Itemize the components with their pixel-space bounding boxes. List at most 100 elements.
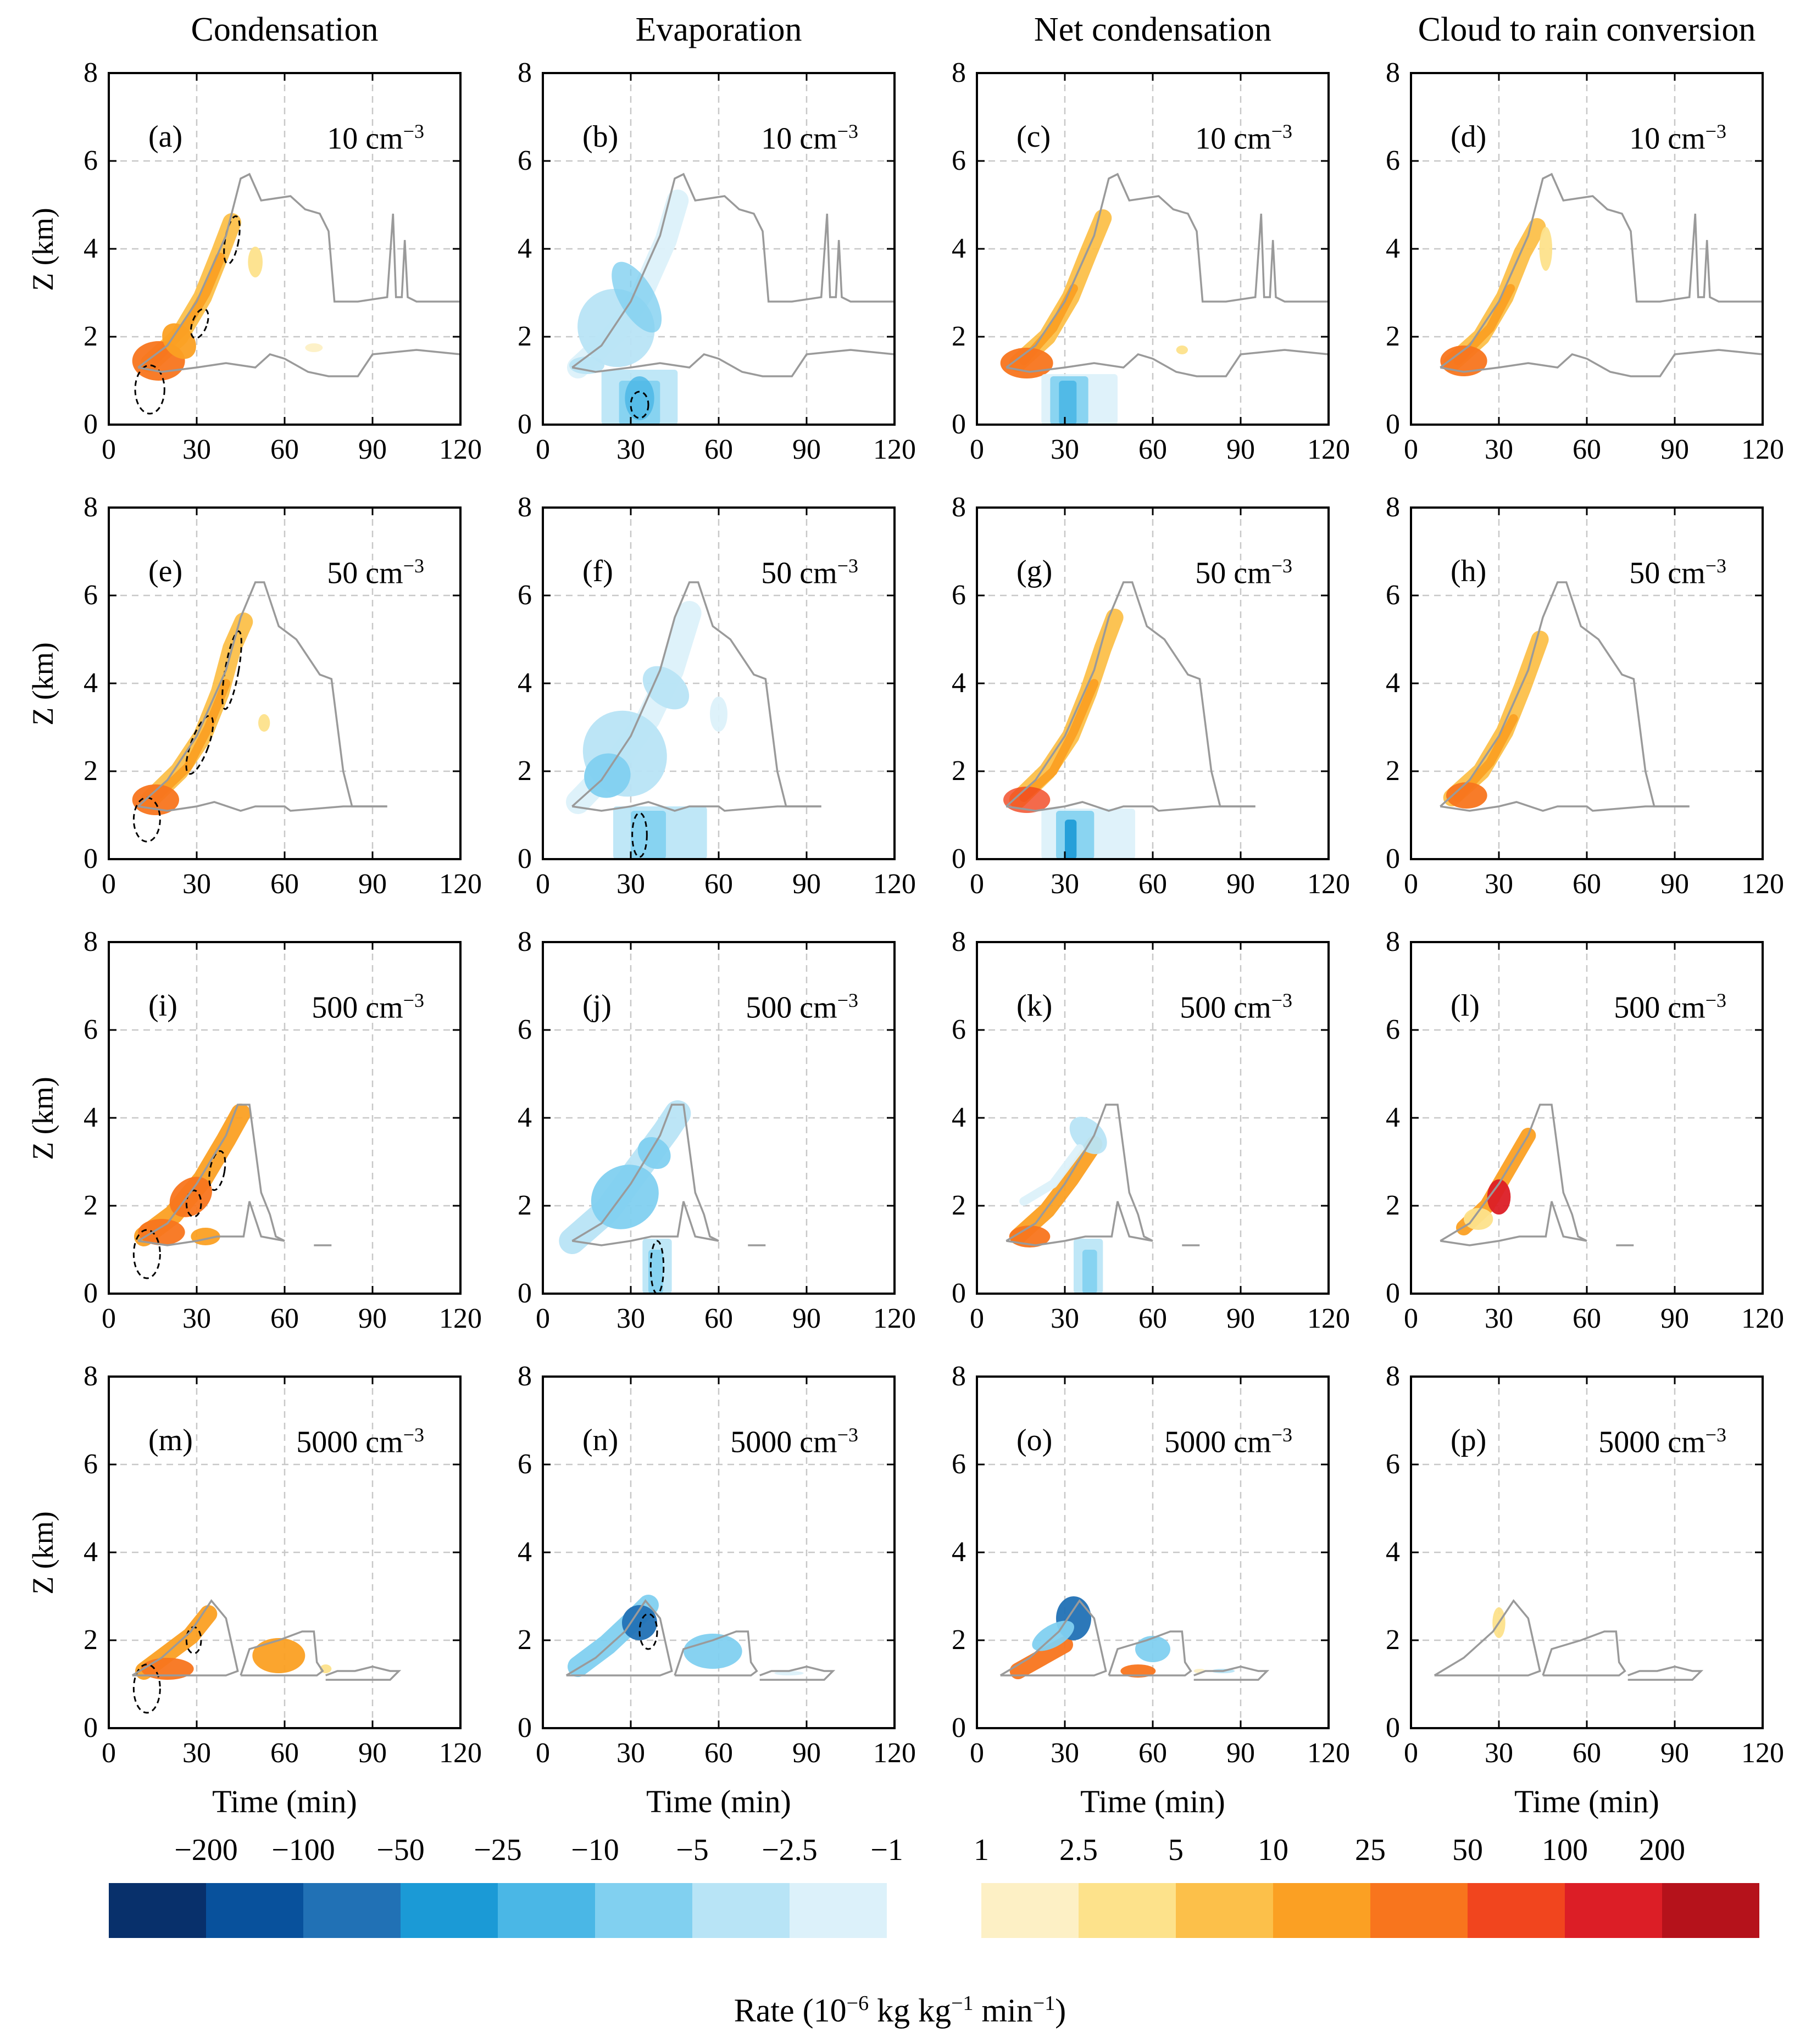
x-tick-label: 60 xyxy=(270,434,299,465)
rate-contour xyxy=(622,1605,657,1640)
y-tick-label: 6 xyxy=(518,1014,532,1045)
dashed-contour xyxy=(221,630,242,710)
rate-band xyxy=(1443,218,1546,372)
plot-area xyxy=(109,942,460,1294)
x-tick-label: 0 xyxy=(102,1737,116,1769)
x-tick-label: 90 xyxy=(792,434,821,465)
y-tick-label: 6 xyxy=(952,1449,966,1480)
cloud-top-line xyxy=(571,172,895,369)
y-tick-label: 4 xyxy=(952,667,966,699)
ccn-label: 5000 cm−3 xyxy=(1164,1424,1292,1460)
panel-i: 0 2 4 6 8 0 30 60 90 120 (i) 500 cm−3 Z (km) xyxy=(26,928,482,1333)
colorbar-swatch-positive xyxy=(1565,1883,1662,1938)
y-tick-label: 6 xyxy=(1386,1449,1400,1480)
x-tick-label: 120 xyxy=(1741,1737,1784,1769)
colorbar-swatch-negative xyxy=(692,1883,790,1938)
y-tick-label: 4 xyxy=(952,1536,966,1568)
panel-letter: (a) xyxy=(148,120,183,154)
colorbar-swatch-positive xyxy=(1468,1883,1565,1938)
cloud-top-line xyxy=(137,581,387,807)
x-tick-label: 60 xyxy=(704,434,733,465)
y-tick-label: 4 xyxy=(952,1102,966,1133)
rate-contour xyxy=(138,1219,185,1245)
rate-contour xyxy=(625,376,654,420)
column-title: Cloud to rain conversion xyxy=(1418,11,1756,48)
y-tick-label: 0 xyxy=(518,1712,532,1744)
x-tick-label: 90 xyxy=(1226,1303,1255,1334)
rate-contour xyxy=(258,714,270,732)
cloud-top-line xyxy=(1440,1104,1587,1242)
x-tick-label: 90 xyxy=(1660,434,1689,465)
plot-area xyxy=(109,1377,460,1728)
cloud-boundary xyxy=(325,1666,402,1681)
ccn-label: 50 cm−3 xyxy=(761,555,858,591)
colorbar-swatch-positive xyxy=(1370,1883,1468,1938)
x-tick-label: 90 xyxy=(792,1303,821,1334)
rate-shaft xyxy=(1059,381,1077,425)
y-tick-label: 0 xyxy=(952,1712,966,1744)
y-tick-label: 8 xyxy=(1386,492,1400,523)
x-tick-label: 60 xyxy=(704,1303,733,1334)
x-tick-label: 120 xyxy=(873,868,916,900)
rate-contour xyxy=(1003,787,1051,813)
rate-contour xyxy=(1135,1636,1170,1662)
y-tick-label: 6 xyxy=(84,1014,98,1045)
column-title: Net condensation xyxy=(1034,11,1272,48)
panel-letter: (o) xyxy=(1016,1423,1053,1457)
y-tick-label: 8 xyxy=(1386,926,1400,957)
panel-j: 0 2 4 6 8 0 30 60 90 120 (j) 500 cm−3 xyxy=(518,928,916,1333)
y-tick-label: 2 xyxy=(1386,1190,1400,1221)
colorbar-tick-label: 2.5 xyxy=(1059,1833,1098,1867)
rate-contour xyxy=(1446,782,1487,809)
colorbar-swatch-negative xyxy=(303,1883,401,1938)
x-tick-label: 120 xyxy=(439,1303,482,1334)
y-tick-label: 4 xyxy=(1386,1102,1400,1133)
dashed-contour xyxy=(208,1150,226,1191)
plot-area xyxy=(543,73,895,425)
panel-plot xyxy=(108,1375,462,1729)
x-tick-label: 30 xyxy=(1051,868,1079,900)
dashed-contour xyxy=(134,364,165,415)
colorbar-swatch-negative xyxy=(109,1883,206,1938)
panel-h: 0 2 4 6 8 0 30 60 90 120 (h) 50 cm−3 xyxy=(1386,493,1784,899)
y-tick-label: 8 xyxy=(518,492,532,523)
x-tick-label: 120 xyxy=(1741,1303,1784,1334)
y-axis-label: Z (km) xyxy=(26,1077,59,1160)
x-tick-label: 0 xyxy=(970,1303,984,1334)
y-tick-label: 4 xyxy=(84,233,98,264)
panel-letter: (g) xyxy=(1016,554,1053,588)
x-tick-label: 30 xyxy=(1485,1737,1513,1769)
cloud-base-line xyxy=(572,1201,719,1246)
x-tick-label: 60 xyxy=(704,868,733,900)
ccn-label: 50 cm−3 xyxy=(1629,555,1726,591)
y-tick-label: 2 xyxy=(84,1624,98,1656)
x-tick-label: 90 xyxy=(792,1737,821,1769)
y-tick-label: 8 xyxy=(1386,1361,1400,1392)
plot-area xyxy=(1411,508,1763,859)
colorbar-tick-label: −1 xyxy=(870,1833,903,1867)
rate-contour xyxy=(1464,1208,1493,1230)
y-tick-label: 4 xyxy=(518,667,532,699)
cloud-base-line xyxy=(137,349,460,377)
x-tick-label: 30 xyxy=(182,868,211,900)
panel-plot xyxy=(108,506,462,860)
x-axis-label: Time (min) xyxy=(1080,1784,1225,1819)
rate-contour xyxy=(584,753,631,798)
rate-band xyxy=(1009,609,1124,809)
colorbar-tick-label: −200 xyxy=(174,1833,238,1867)
x-tick-label: 120 xyxy=(1307,434,1350,465)
x-tick-label: 30 xyxy=(616,434,645,465)
ccn-label: 10 cm−3 xyxy=(761,120,858,156)
panel-letter: (m) xyxy=(148,1423,193,1457)
rate-contour xyxy=(612,261,662,333)
rate-contour xyxy=(1487,1179,1511,1215)
panel-k: 0 2 4 6 8 0 30 60 90 120 (k) 500 cm−3 xyxy=(952,928,1350,1333)
plot-area xyxy=(1411,942,1763,1294)
cloud-top-line xyxy=(1440,172,1763,369)
colorbar-swatch-positive xyxy=(1176,1883,1273,1938)
cloud-base-line xyxy=(1006,1201,1153,1246)
panel-letter: (f) xyxy=(582,554,613,588)
rate-band xyxy=(1009,1136,1103,1245)
y-tick-label: 4 xyxy=(84,1102,98,1133)
dashed-contour xyxy=(132,797,161,843)
